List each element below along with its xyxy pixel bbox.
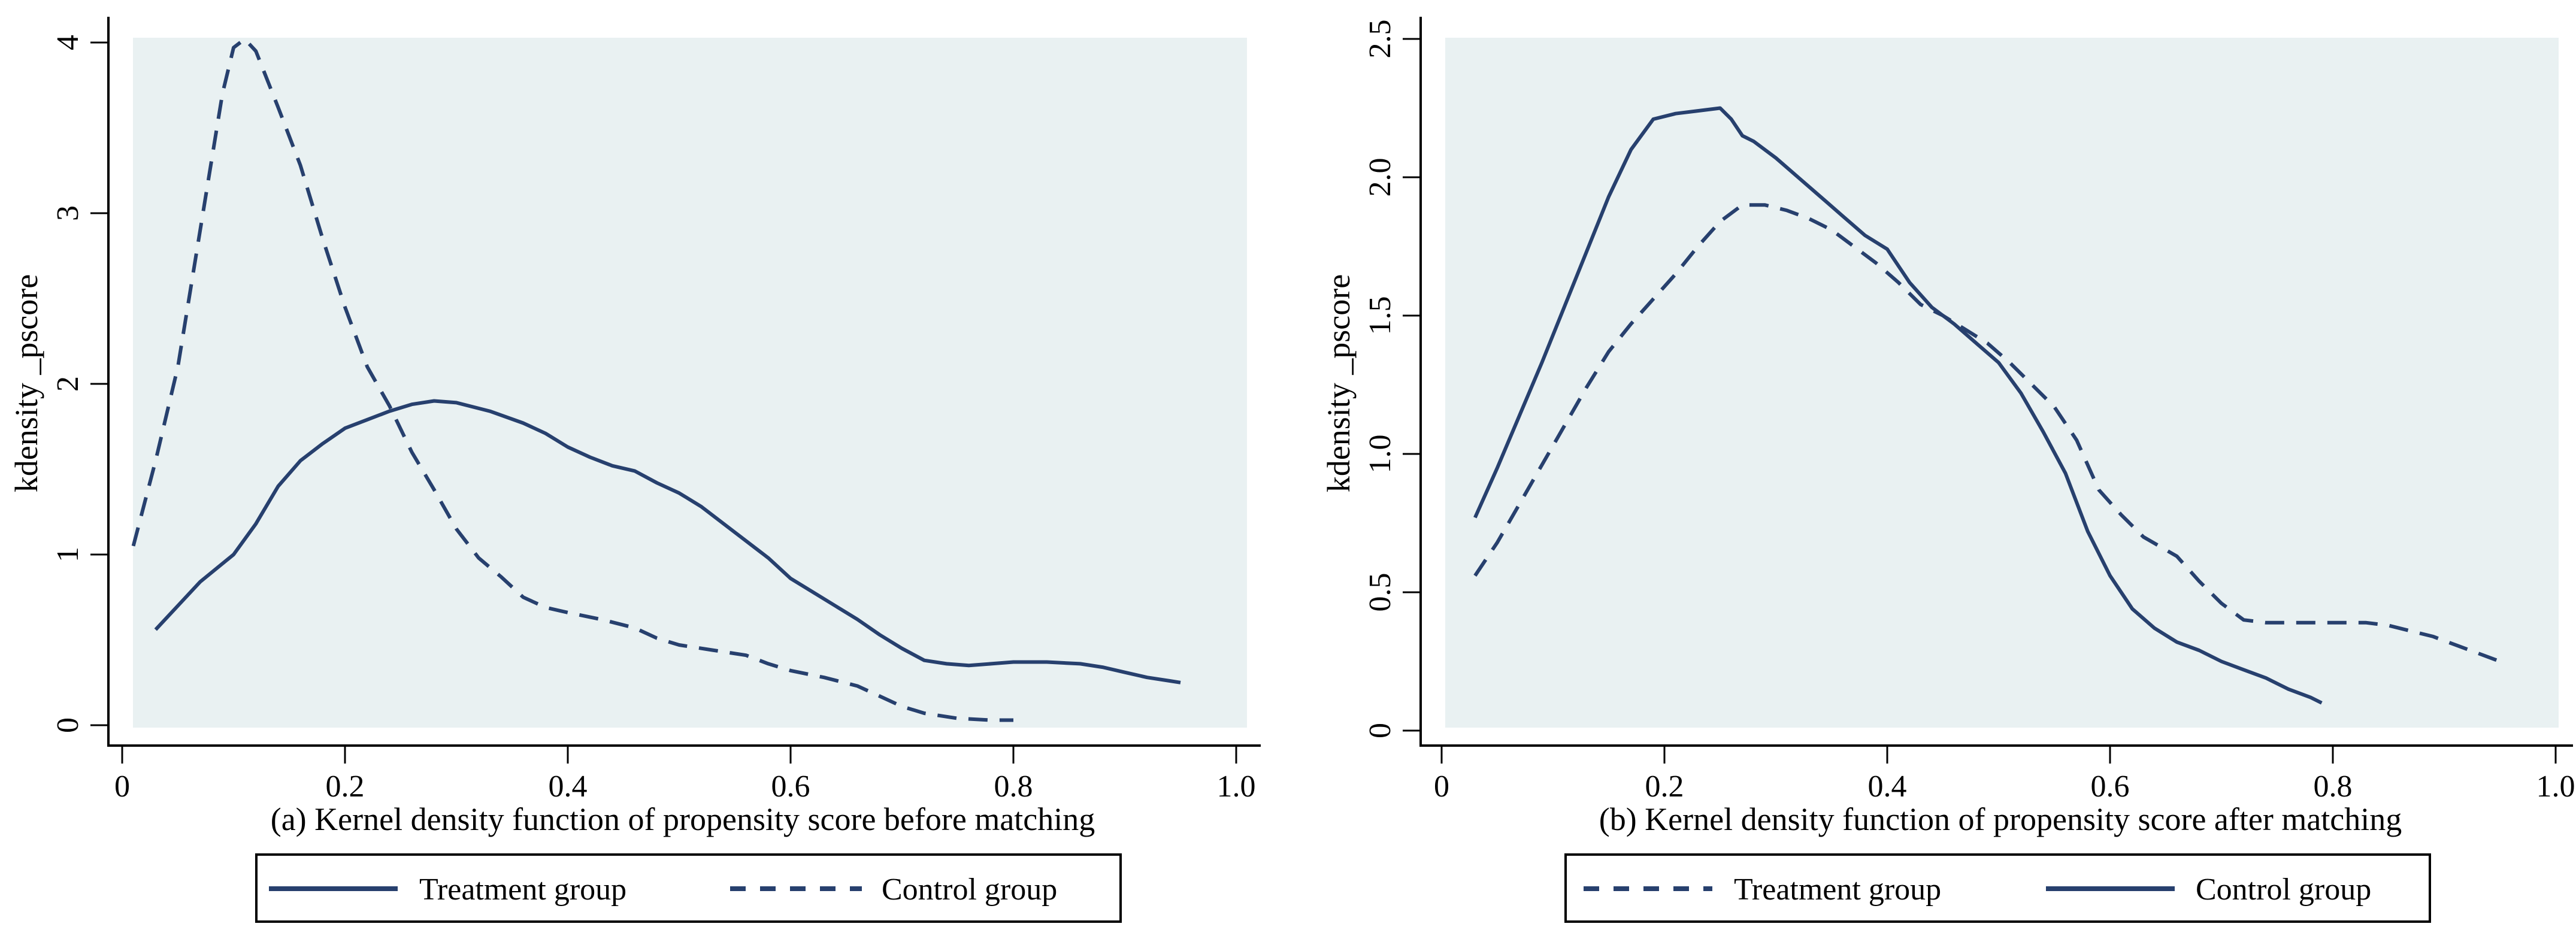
y-tick-label: 3 bbox=[51, 205, 85, 221]
x-tick-label: 1.0 bbox=[1217, 770, 1256, 804]
x-tick-label: 0.4 bbox=[1868, 770, 1907, 804]
panel-b: 0 0.5 1.0 1.5 2.0 2.5 0 0.2 0.4 0.6 0.8 … bbox=[1321, 17, 2575, 923]
panel-b-y-axis-title: kdensity _pscore bbox=[1321, 274, 1357, 492]
y-tick-label: 0.5 bbox=[1363, 573, 1397, 612]
x-tick-label: 0.8 bbox=[2314, 770, 2353, 804]
panel-a-treatment-curve bbox=[154, 399, 1181, 684]
panel-b-plot-area bbox=[1445, 38, 2559, 728]
x-tick-label: 0.6 bbox=[771, 770, 810, 804]
y-tick-label: 0 bbox=[1363, 723, 1397, 738]
panel-a-y-ticks bbox=[90, 41, 108, 726]
panel-a-legend: Treatment group Control group bbox=[255, 853, 1122, 923]
panel-a-control-curve bbox=[131, 37, 1013, 722]
x-tick-label: 0 bbox=[114, 770, 130, 804]
panel-a-caption: (a) Kernel density function of propensit… bbox=[271, 801, 1095, 837]
y-tick-label: 4 bbox=[51, 35, 85, 50]
y-tick-label: 2 bbox=[51, 376, 85, 392]
x-tick-label: 0.2 bbox=[1645, 770, 1684, 804]
panel-a: 0 1 2 3 4 0 0.2 0.4 0.6 0.8 1.0 kdensity… bbox=[8, 17, 1261, 923]
x-tick-label: 0.6 bbox=[2091, 770, 2130, 804]
panel-b-treatment-curve bbox=[1473, 203, 2501, 664]
x-tick-label: 0.4 bbox=[549, 770, 588, 804]
y-tick-label: 2.0 bbox=[1363, 158, 1397, 197]
panel-a-plot-area bbox=[133, 38, 1247, 728]
panel-b-legend: Treatment group Control group bbox=[1564, 853, 2431, 923]
y-tick-label: 2.5 bbox=[1363, 20, 1397, 59]
legend-label-treatment: Treatment group bbox=[1734, 873, 1941, 907]
x-tick-label: 0.2 bbox=[326, 770, 365, 804]
legend-label-control: Control group bbox=[882, 873, 1057, 907]
x-tick-label: 0 bbox=[1434, 770, 1449, 804]
panel-b-y-ticks bbox=[1403, 38, 1421, 732]
panel-b-caption: (b) Kernel density function of propensit… bbox=[1599, 801, 2402, 837]
panel-a-x-ticks bbox=[121, 746, 1237, 764]
x-tick-label: 1.0 bbox=[2536, 770, 2575, 804]
y-tick-label: 1.0 bbox=[1363, 435, 1397, 474]
panel-a-axes bbox=[107, 17, 1261, 747]
y-tick-label: 1.5 bbox=[1363, 296, 1397, 335]
y-tick-label: 0 bbox=[51, 717, 85, 733]
x-tick-label: 0.8 bbox=[994, 770, 1033, 804]
panel-a-y-axis-title: kdensity _pscore bbox=[8, 274, 44, 492]
panel-b-x-ticks bbox=[1440, 746, 2557, 764]
panel-b-axes bbox=[1419, 17, 2573, 747]
legend-label-treatment: Treatment group bbox=[419, 873, 626, 907]
panel-a-legend-box bbox=[255, 853, 1122, 923]
y-tick-label: 1 bbox=[51, 547, 85, 562]
panel-b-control-curve bbox=[1473, 106, 2323, 705]
legend-label-control: Control group bbox=[2196, 873, 2371, 907]
